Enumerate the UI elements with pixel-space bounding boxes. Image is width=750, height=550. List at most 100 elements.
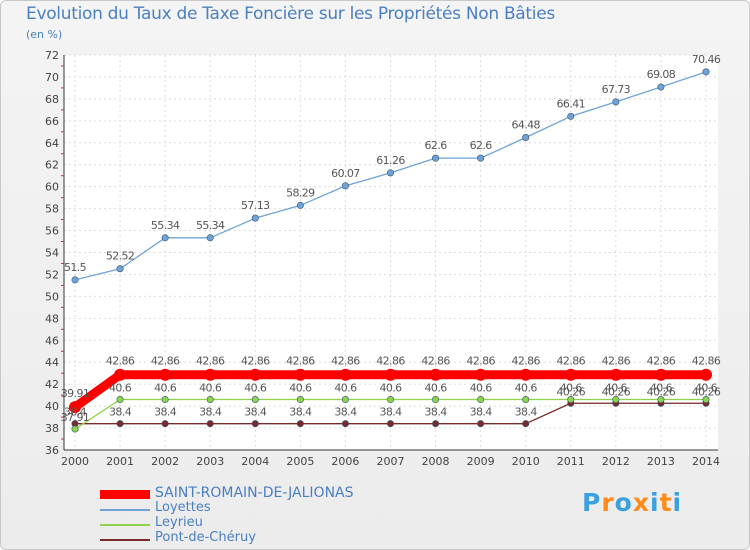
point-leyrieu [161, 396, 169, 404]
point-loyettes [206, 234, 214, 242]
data-label-leyrieu: 37.91 [61, 411, 90, 424]
point-saint-romain [474, 368, 487, 381]
y-tick-label: 50 [45, 290, 59, 303]
x-tick-label: 2008 [422, 455, 450, 468]
point-loyettes [657, 83, 665, 91]
data-label-pont-de-cheruy: 38.4 [244, 406, 267, 419]
legend-label-loyettes: Loyettes [155, 500, 211, 515]
chart-title: Evolution du Taux de Taxe Foncière sur l… [26, 4, 555, 24]
data-label-loyettes: 62.6 [470, 139, 493, 152]
data-label-pont-de-cheruy: 38.4 [334, 406, 357, 419]
point-leyrieu [432, 396, 440, 404]
data-label-loyettes: 51.5 [64, 261, 87, 274]
x-tick-label: 2006 [331, 455, 359, 468]
point-leyrieu [612, 396, 620, 404]
legend-label-saint-romain: SAINT-ROMAIN-DE-JALIONAS [155, 485, 354, 501]
y-tick-label: 54 [45, 247, 59, 260]
x-tick-label: 2007 [377, 455, 405, 468]
point-loyettes [341, 182, 349, 190]
point-leyrieu [567, 396, 575, 404]
data-label-saint-romain: 42.86 [241, 355, 270, 368]
grid [64, 54, 718, 451]
y-tick-label: 66 [45, 115, 59, 128]
data-label-saint-romain: 42.86 [557, 355, 586, 368]
legend-swatch-saint-romain [100, 490, 150, 499]
data-label-pont-de-cheruy: 40.26 [647, 385, 676, 398]
y-tick-label: 44 [45, 356, 59, 369]
point-saint-romain [294, 368, 307, 381]
data-label-leyrieu: 40.6 [650, 382, 673, 395]
y-tick-label: 72 [45, 49, 59, 62]
point-saint-romain [564, 368, 577, 381]
y-tick-label: 70 [45, 71, 59, 84]
data-label-pont-de-cheruy: 40.26 [557, 385, 586, 398]
data-label-saint-romain: 42.86 [376, 355, 405, 368]
legend-swatch-leyrieu [100, 524, 150, 526]
point-leyrieu [71, 425, 79, 433]
point-loyettes [161, 234, 169, 242]
data-label-leyrieu: 40.6 [334, 382, 357, 395]
legend-label-leyrieu: Leyrieu [155, 515, 203, 530]
data-label-leyrieu: 40.6 [605, 382, 628, 395]
point-loyettes [116, 265, 124, 273]
point-loyettes [386, 169, 394, 177]
point-leyrieu [251, 396, 259, 404]
point-saint-romain [654, 368, 667, 381]
point-pont-de-cheruy [251, 420, 259, 428]
data-label-saint-romain: 39.91 [61, 387, 90, 400]
data-label-loyettes: 66.41 [557, 97, 586, 110]
x-tick-label: 2011 [557, 455, 585, 468]
y-tick-label: 46 [45, 334, 59, 347]
x-tick-label: 2009 [467, 455, 495, 468]
data-label-loyettes: 55.34 [151, 219, 180, 232]
point-loyettes [567, 112, 575, 120]
point-leyrieu [206, 396, 214, 404]
data-label-loyettes: 67.73 [602, 83, 631, 96]
y-tick-label: 52 [45, 268, 59, 281]
point-leyrieu [702, 396, 710, 404]
point-pont-de-cheruy [477, 420, 485, 428]
data-label-saint-romain: 42.86 [692, 355, 721, 368]
x-tick-label: 2005 [286, 455, 314, 468]
point-saint-romain [384, 368, 397, 381]
logo-letter: i [672, 488, 683, 517]
data-label-loyettes: 52.52 [106, 250, 135, 263]
data-label-saint-romain: 42.86 [466, 355, 495, 368]
point-saint-romain [339, 368, 352, 381]
data-label-leyrieu: 40.6 [244, 382, 267, 395]
point-saint-romain [114, 368, 127, 381]
x-tick-label: 2002 [151, 455, 179, 468]
y-axis-unit-label: (en %) [26, 28, 63, 41]
data-label-leyrieu: 40.6 [560, 382, 583, 395]
point-loyettes [71, 276, 79, 284]
point-pont-de-cheruy [386, 420, 394, 428]
axes: 36 38 40 42 44 46 48 50 52 54 56 58 60 62 64 66 68 70 72 20… [45, 49, 720, 468]
data-label-loyettes: 55.34 [196, 219, 225, 232]
data-labels: 39.91 42.86 42.86 42.86 42.86 42.86 42.86 42.86… [61, 53, 722, 424]
point-leyrieu [341, 396, 349, 404]
point-loyettes [477, 154, 485, 162]
data-label-leyrieu: 40.6 [199, 382, 222, 395]
data-label-saint-romain: 42.86 [602, 355, 631, 368]
data-label-saint-romain: 42.86 [511, 355, 540, 368]
point-loyettes [522, 134, 530, 142]
data-label-leyrieu: 40.6 [695, 382, 718, 395]
point-leyrieu [116, 396, 124, 404]
data-label-pont-de-cheruy: 40.26 [602, 385, 631, 398]
x-tick-label: 2000 [61, 455, 89, 468]
point-pont-de-cheruy [522, 420, 530, 428]
data-label-leyrieu: 40.6 [154, 382, 177, 395]
logo-letter: r [601, 488, 615, 517]
point-leyrieu [522, 396, 530, 404]
y-tick-label: 62 [45, 159, 59, 172]
y-tick-label: 64 [45, 137, 59, 150]
point-loyettes [702, 68, 710, 76]
data-label-pont-de-cheruy: 38.4 [515, 406, 538, 419]
y-tick-label: 38 [45, 422, 59, 435]
x-tick-label: 2001 [106, 455, 134, 468]
logo-letter: t [659, 488, 673, 517]
x-tick-label: 2003 [196, 455, 224, 468]
point-pont-de-cheruy [206, 420, 214, 428]
x-tick-label: 2013 [647, 455, 675, 468]
logo-letter: x [632, 488, 650, 517]
